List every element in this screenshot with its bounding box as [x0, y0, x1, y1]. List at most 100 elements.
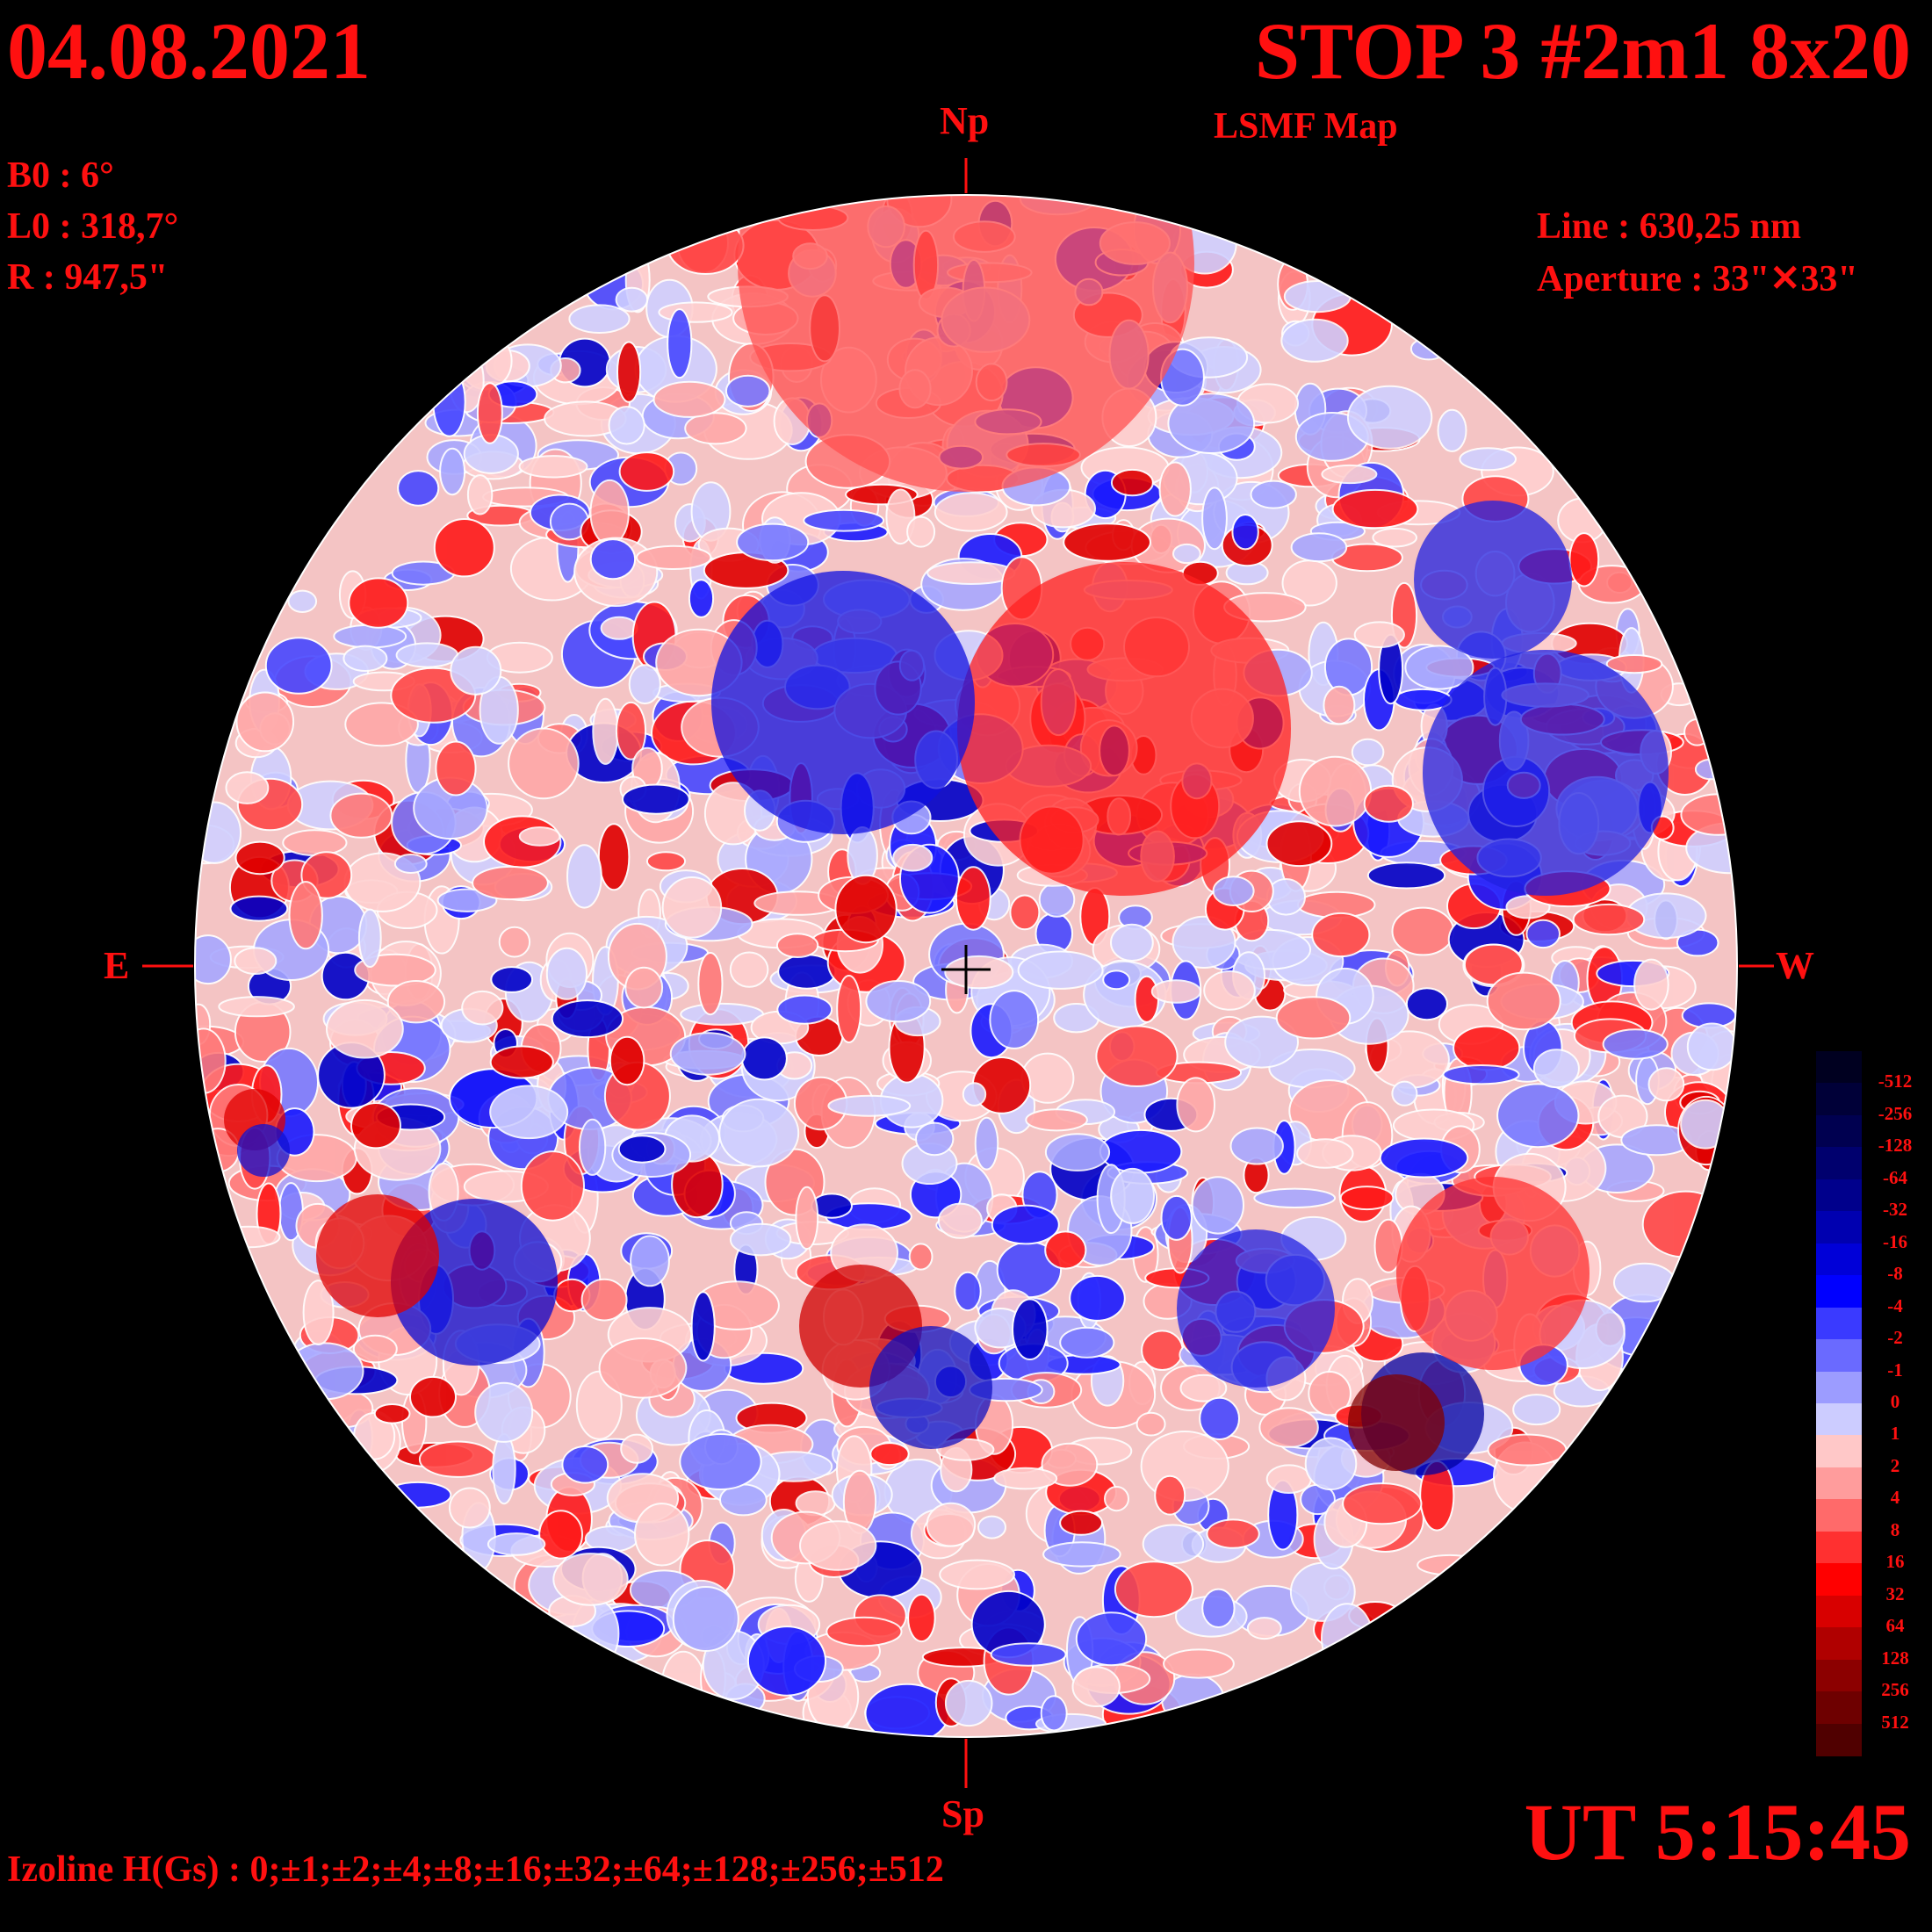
field-patch [461, 990, 504, 1026]
map-title: STOP 3 #2m1 8x20 [1254, 6, 1911, 96]
field-patch [195, 934, 232, 985]
field-patch [1154, 1474, 1186, 1516]
field-patch [1253, 1187, 1337, 1209]
colorbar-segment [1816, 1467, 1862, 1501]
field-patch [545, 947, 588, 1000]
colorbar-segment [1816, 1339, 1862, 1373]
colorbar [1816, 1051, 1862, 1756]
field-patch [264, 637, 333, 695]
field-patch [1351, 738, 1385, 767]
field-patch [697, 952, 724, 1016]
field-patch [1265, 820, 1333, 868]
field-patch [908, 1243, 934, 1271]
field-patch [1296, 1138, 1354, 1169]
field-patch [234, 840, 285, 876]
field-patch [825, 1616, 903, 1647]
l0-parameter: L0 : 318,7° [7, 206, 179, 247]
field-patch [1321, 1603, 1373, 1674]
field-patch [1283, 280, 1352, 314]
colorbar-segment [1816, 1691, 1862, 1725]
field-patch [344, 702, 419, 747]
field-patch [1206, 1518, 1260, 1549]
field-patch [718, 1098, 800, 1168]
field-patch [1512, 1394, 1561, 1426]
field-patch [1179, 1373, 1228, 1402]
field-patch [740, 1036, 788, 1081]
field-patch [892, 843, 934, 872]
colorbar-label: 1 [1890, 1423, 1900, 1445]
field-patch [1044, 1133, 1111, 1171]
field-patch [1353, 621, 1405, 649]
east-label: E [104, 944, 130, 987]
colorbar-label: -256 [1878, 1102, 1913, 1124]
field-patch [1366, 861, 1446, 890]
field-patch [1633, 958, 1669, 1011]
field-patch [589, 538, 637, 580]
field-patch [1224, 1015, 1299, 1069]
field-patch [490, 966, 534, 993]
observation-date: 04.08.2021 [7, 6, 371, 96]
field-patch [342, 645, 388, 672]
field-patch [1363, 784, 1414, 823]
field-patch [326, 998, 404, 1059]
field-patch [1212, 876, 1255, 906]
field-patch [944, 955, 1014, 990]
field-patch [600, 616, 638, 640]
colorbar-segment [1816, 1083, 1862, 1116]
field-patch [962, 1082, 987, 1107]
field-patch [1290, 532, 1348, 563]
field-patch [1602, 1028, 1669, 1060]
field-patch [865, 980, 932, 1023]
field-patch [1150, 979, 1201, 1004]
field-patch [1071, 1666, 1121, 1707]
field-patch [1025, 1108, 1088, 1132]
field-patch [432, 366, 466, 437]
field-patch [803, 508, 885, 532]
field-patch [609, 1035, 645, 1086]
field-patch [578, 1118, 607, 1176]
field-patch [1405, 987, 1449, 1021]
field-patch [234, 947, 278, 975]
field-patch [1044, 1230, 1087, 1270]
field-patch [195, 801, 242, 864]
field-patch [680, 1002, 764, 1026]
field-patch [598, 1337, 688, 1399]
colorbar-label: 128 [1881, 1647, 1909, 1669]
field-patch [991, 1204, 1060, 1245]
field-patch [1246, 1617, 1282, 1640]
field-patch [1453, 1025, 1521, 1071]
field-patch [1040, 1695, 1068, 1732]
field-patch [1568, 532, 1600, 588]
strong-field-region [1423, 650, 1669, 896]
field-patch [1191, 1176, 1245, 1235]
field-patch [776, 994, 833, 1025]
field-patch [1135, 1411, 1166, 1437]
strong-field-region [957, 562, 1291, 896]
field-patch [518, 826, 561, 847]
field-patch [620, 1433, 653, 1464]
field-patch [1308, 1371, 1352, 1417]
field-patch [690, 1291, 716, 1362]
field-patch [624, 966, 664, 1009]
field-patch [1134, 975, 1160, 1023]
field-patch [1110, 1167, 1155, 1224]
field-patch [472, 865, 549, 901]
field-patch [906, 515, 936, 548]
field-patch [672, 1586, 739, 1652]
field-patch [476, 382, 503, 444]
field-patch [955, 866, 991, 931]
field-patch [1442, 1064, 1520, 1085]
field-patch [229, 895, 289, 922]
field-patch [348, 577, 409, 629]
colorbar-label: -64 [1883, 1166, 1907, 1188]
field-patch [645, 851, 687, 872]
field-patch [1339, 1186, 1395, 1211]
colorbar-segment [1816, 1211, 1862, 1244]
field-patch [225, 771, 270, 804]
field-patch [1437, 408, 1467, 452]
colorbar-segment [1816, 1114, 1862, 1149]
north-pole-label: Np [940, 99, 990, 142]
field-patch [729, 1222, 792, 1257]
colorbar-label: 64 [1885, 1615, 1905, 1637]
field-patch [435, 740, 477, 797]
